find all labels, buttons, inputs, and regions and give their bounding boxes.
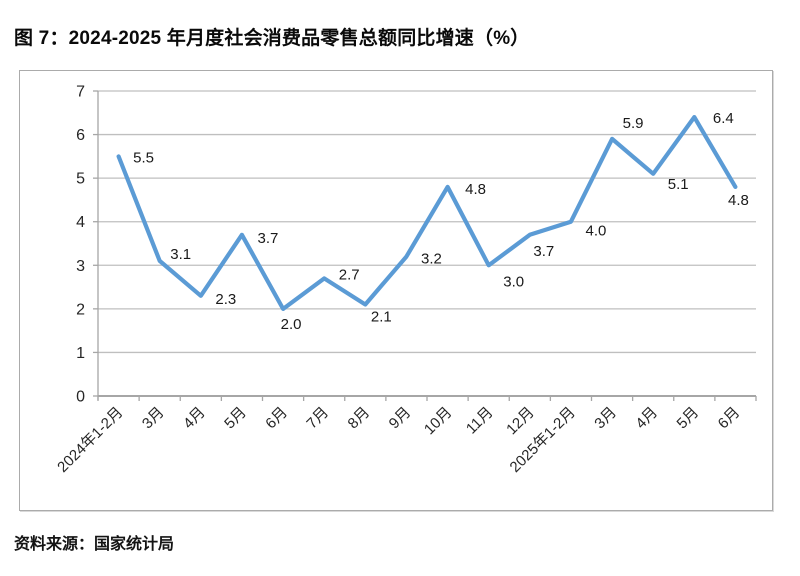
x-tick-label: 3月	[139, 404, 168, 433]
data-label: 4.8	[728, 192, 749, 209]
x-tick-label: 4月	[632, 404, 661, 433]
data-label: 3.2	[421, 251, 442, 268]
x-tick-label: 6月	[262, 404, 291, 433]
data-label: 4.0	[586, 223, 607, 240]
y-tick-label: 1	[76, 345, 85, 362]
data-label: 5.9	[623, 115, 644, 132]
data-label: 2.3	[215, 291, 236, 308]
x-tick-label: 5月	[674, 404, 703, 433]
data-series-line	[116, 114, 738, 311]
data-label: 3.7	[258, 230, 279, 247]
x-tick-label: 8月	[345, 404, 374, 433]
x-tick-label: 7月	[303, 404, 332, 433]
data-label: 5.5	[133, 149, 154, 166]
x-tick-label: 2024年1-2月	[54, 404, 126, 476]
data-label: 2.0	[281, 316, 302, 333]
source-note: 资料来源：国家统计局	[14, 536, 175, 553]
data-label: 2.7	[339, 266, 360, 283]
x-tick-label: 9月	[386, 404, 415, 433]
x-tick-label: 12月	[503, 404, 537, 438]
y-tick-label: 5	[76, 171, 85, 188]
y-tick-label: 7	[76, 84, 85, 101]
data-label: 3.1	[170, 246, 191, 263]
data-label: 4.8	[465, 181, 486, 198]
data-label: 5.1	[668, 176, 689, 193]
y-tick-label: 0	[76, 389, 85, 406]
data-label: 3.7	[533, 243, 554, 260]
data-label: 2.1	[371, 309, 392, 326]
data-label: 3.0	[503, 273, 524, 290]
figure-title: 图 7：2024-2025 年月度社会消费品零售总额同比增速（%）	[14, 28, 530, 49]
y-tick-label: 4	[76, 214, 85, 231]
data-label: 6.4	[713, 110, 734, 127]
y-tick-label: 3	[76, 258, 85, 275]
y-tick-label: 2	[76, 301, 85, 318]
line-chart: 0 1 2 3 4 5 6 7 2024年1-2月 3月 4月 5月 6月 7月 8月 9月 10月 11月 12月…	[54, 84, 757, 476]
x-tick-label: 11月	[463, 404, 497, 438]
x-tick-label: 3月	[591, 404, 620, 433]
x-tick-label: 4月	[180, 404, 209, 433]
x-tick-label: 6月	[715, 404, 744, 433]
x-tick-label: 10月	[421, 404, 455, 438]
chart-frame: 0 1 2 3 4 5 6 7 2024年1-2月 3月 4月 5月 6月 7月 8月 9月 10月 11月 12月…	[19, 70, 773, 511]
y-tick-label: 6	[76, 127, 85, 144]
x-tick-label: 5月	[221, 404, 250, 433]
